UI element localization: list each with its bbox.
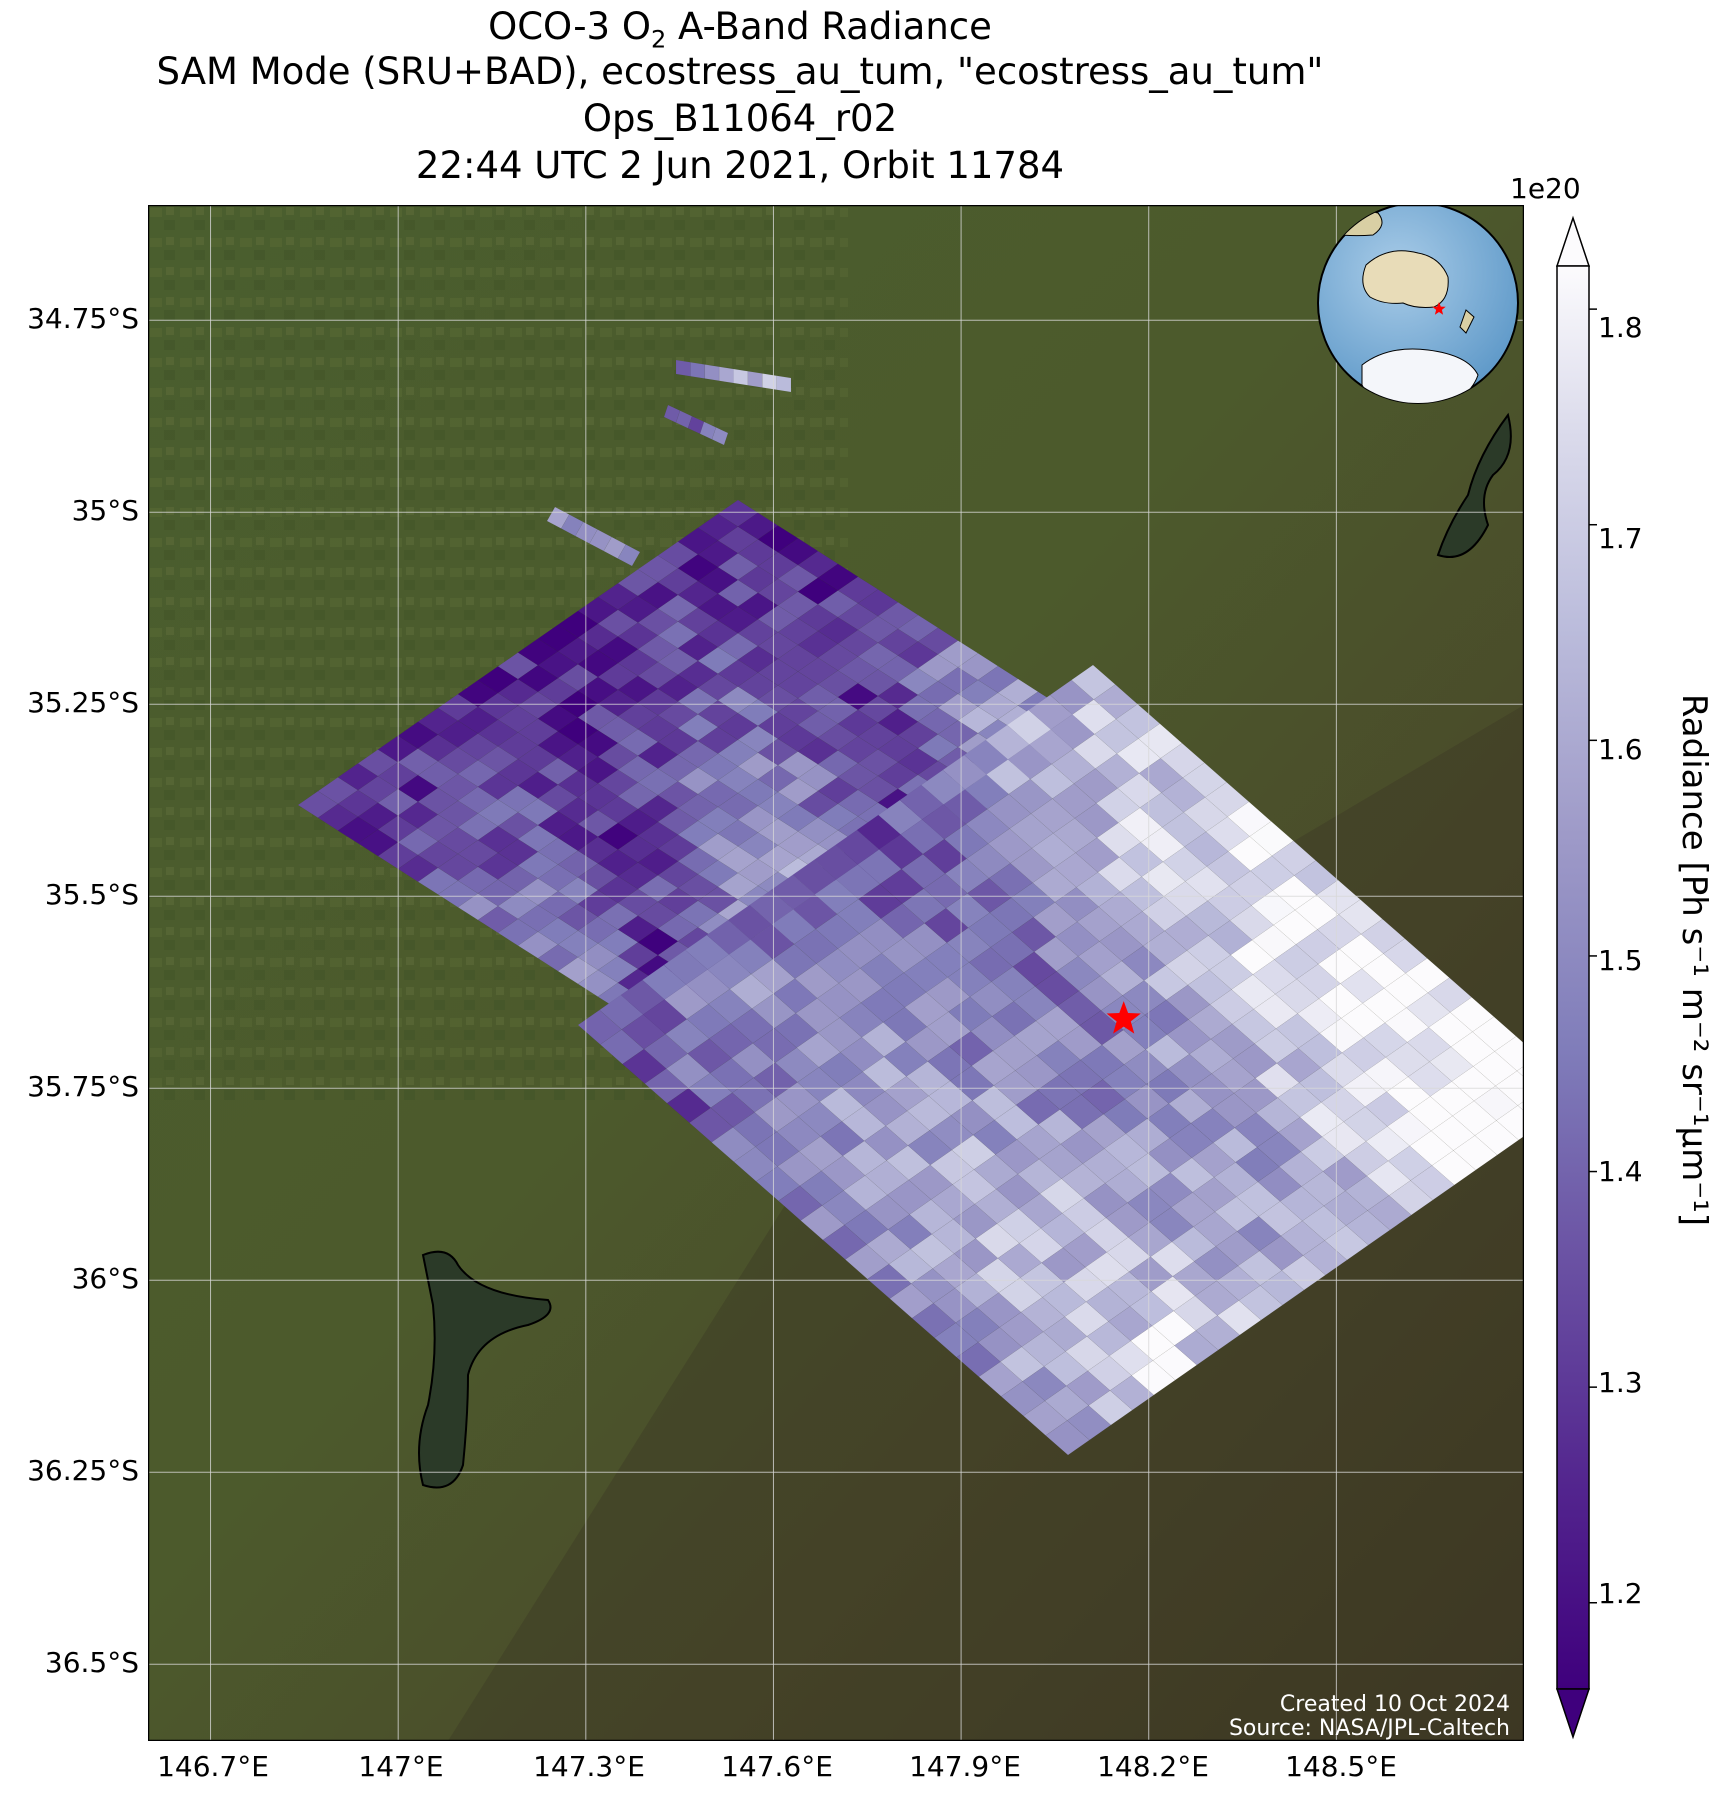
lon-tick-label: 147°E [358,1750,444,1783]
radiance-footprint [776,375,792,393]
map-canvas[interactable] [147,202,1584,1742]
colorbar-tick-label: 1.3 [1598,1366,1643,1399]
red-star-icon[interactable] [1106,1001,1141,1034]
target-marker[interactable] [1106,1001,1141,1034]
radiance-footprint [617,544,641,567]
map-frame [147,204,1525,1742]
chart-subtitle-build: Ops_B11064_r02 [582,97,898,140]
radiance-footprint [762,373,777,391]
lon-tick-label: 148.5°E [1285,1750,1397,1783]
map-gridlines [148,205,1524,1741]
globe-new-zealand [1459,309,1475,334]
radiance-footprint [675,359,691,377]
credit-created: Created 10 Oct 2024 [1279,1692,1510,1717]
colorbar-max-extend [1555,215,1591,267]
title-line1-sub: 2 [650,25,667,54]
radiance-footprint [747,371,763,388]
colorbar-tick-label: 1.7 [1598,522,1643,555]
credit-source: Source: NASA/JPL-Caltech [1228,1716,1510,1741]
colorbar-gradient [1556,265,1590,1690]
lat-tick-label: 36°S [71,1262,139,1295]
colorbar-svg [1555,215,1597,1740]
radiance-footprint [733,368,749,386]
map-panel[interactable] [147,202,1584,1742]
colorbar-ticks [1589,308,1597,1604]
lat-tick-label: 36.5°S [44,1646,139,1679]
title-line1-post: A-Band Radiance [666,5,992,48]
colorbar-exponent: 1e20 [1510,172,1581,205]
colorbar-min-extend [1555,1688,1591,1740]
title-line1-pre: OCO-3 O [488,5,651,48]
radiance-footprint [711,427,729,446]
lon-tick-label: 147.6°E [721,1750,833,1783]
chart-subtitle-time: 22:44 UTC 2 Jun 2021, Orbit 11784 [415,144,1065,187]
chart-title: OCO-3 O2 A-Band Radiance [130,5,1350,61]
colorbar-tick-label: 1.6 [1598,733,1643,766]
lat-tick-label: 34.75°S [27,302,139,335]
lon-tick-label: 148.2°E [1097,1750,1209,1783]
colorbar-tick-label: 1.2 [1598,1577,1643,1610]
lat-tick-label: 35.5°S [44,878,139,911]
globe-antarctica [1361,348,1479,403]
map-lake-outline-east [1436,412,1512,558]
lon-tick-label: 147.3°E [533,1750,645,1783]
colorbar-tick-label: 1.8 [1598,311,1643,344]
lat-tick-label: 35.25°S [27,686,139,719]
colorbar-tick-label: 1.5 [1598,944,1643,977]
map-lake-outline [418,1250,552,1489]
colorbar-tick-label: 1.4 [1598,1155,1643,1188]
radiance-footprint [690,362,706,379]
radiance-footprint [718,366,734,384]
colorbar [1540,210,1709,1745]
lon-tick-label: 146.7°E [157,1750,269,1783]
lat-tick-label: 36.25°S [27,1454,139,1487]
globe-marker-star-icon [1432,302,1446,315]
chart-subtitle: SAM Mode (SRU+BAD), ecostress_au_tum, "e… [156,50,1324,93]
lon-tick-label: 147.9°E [909,1750,1021,1783]
lat-tick-label: 35°S [71,494,139,527]
colorbar-axis-label: Radiance [Ph s⁻¹ m⁻² sr⁻¹μm⁻¹] [1674,693,1709,1227]
radiance-footprint [704,364,720,382]
lat-tick-label: 35.75°S [27,1070,139,1103]
